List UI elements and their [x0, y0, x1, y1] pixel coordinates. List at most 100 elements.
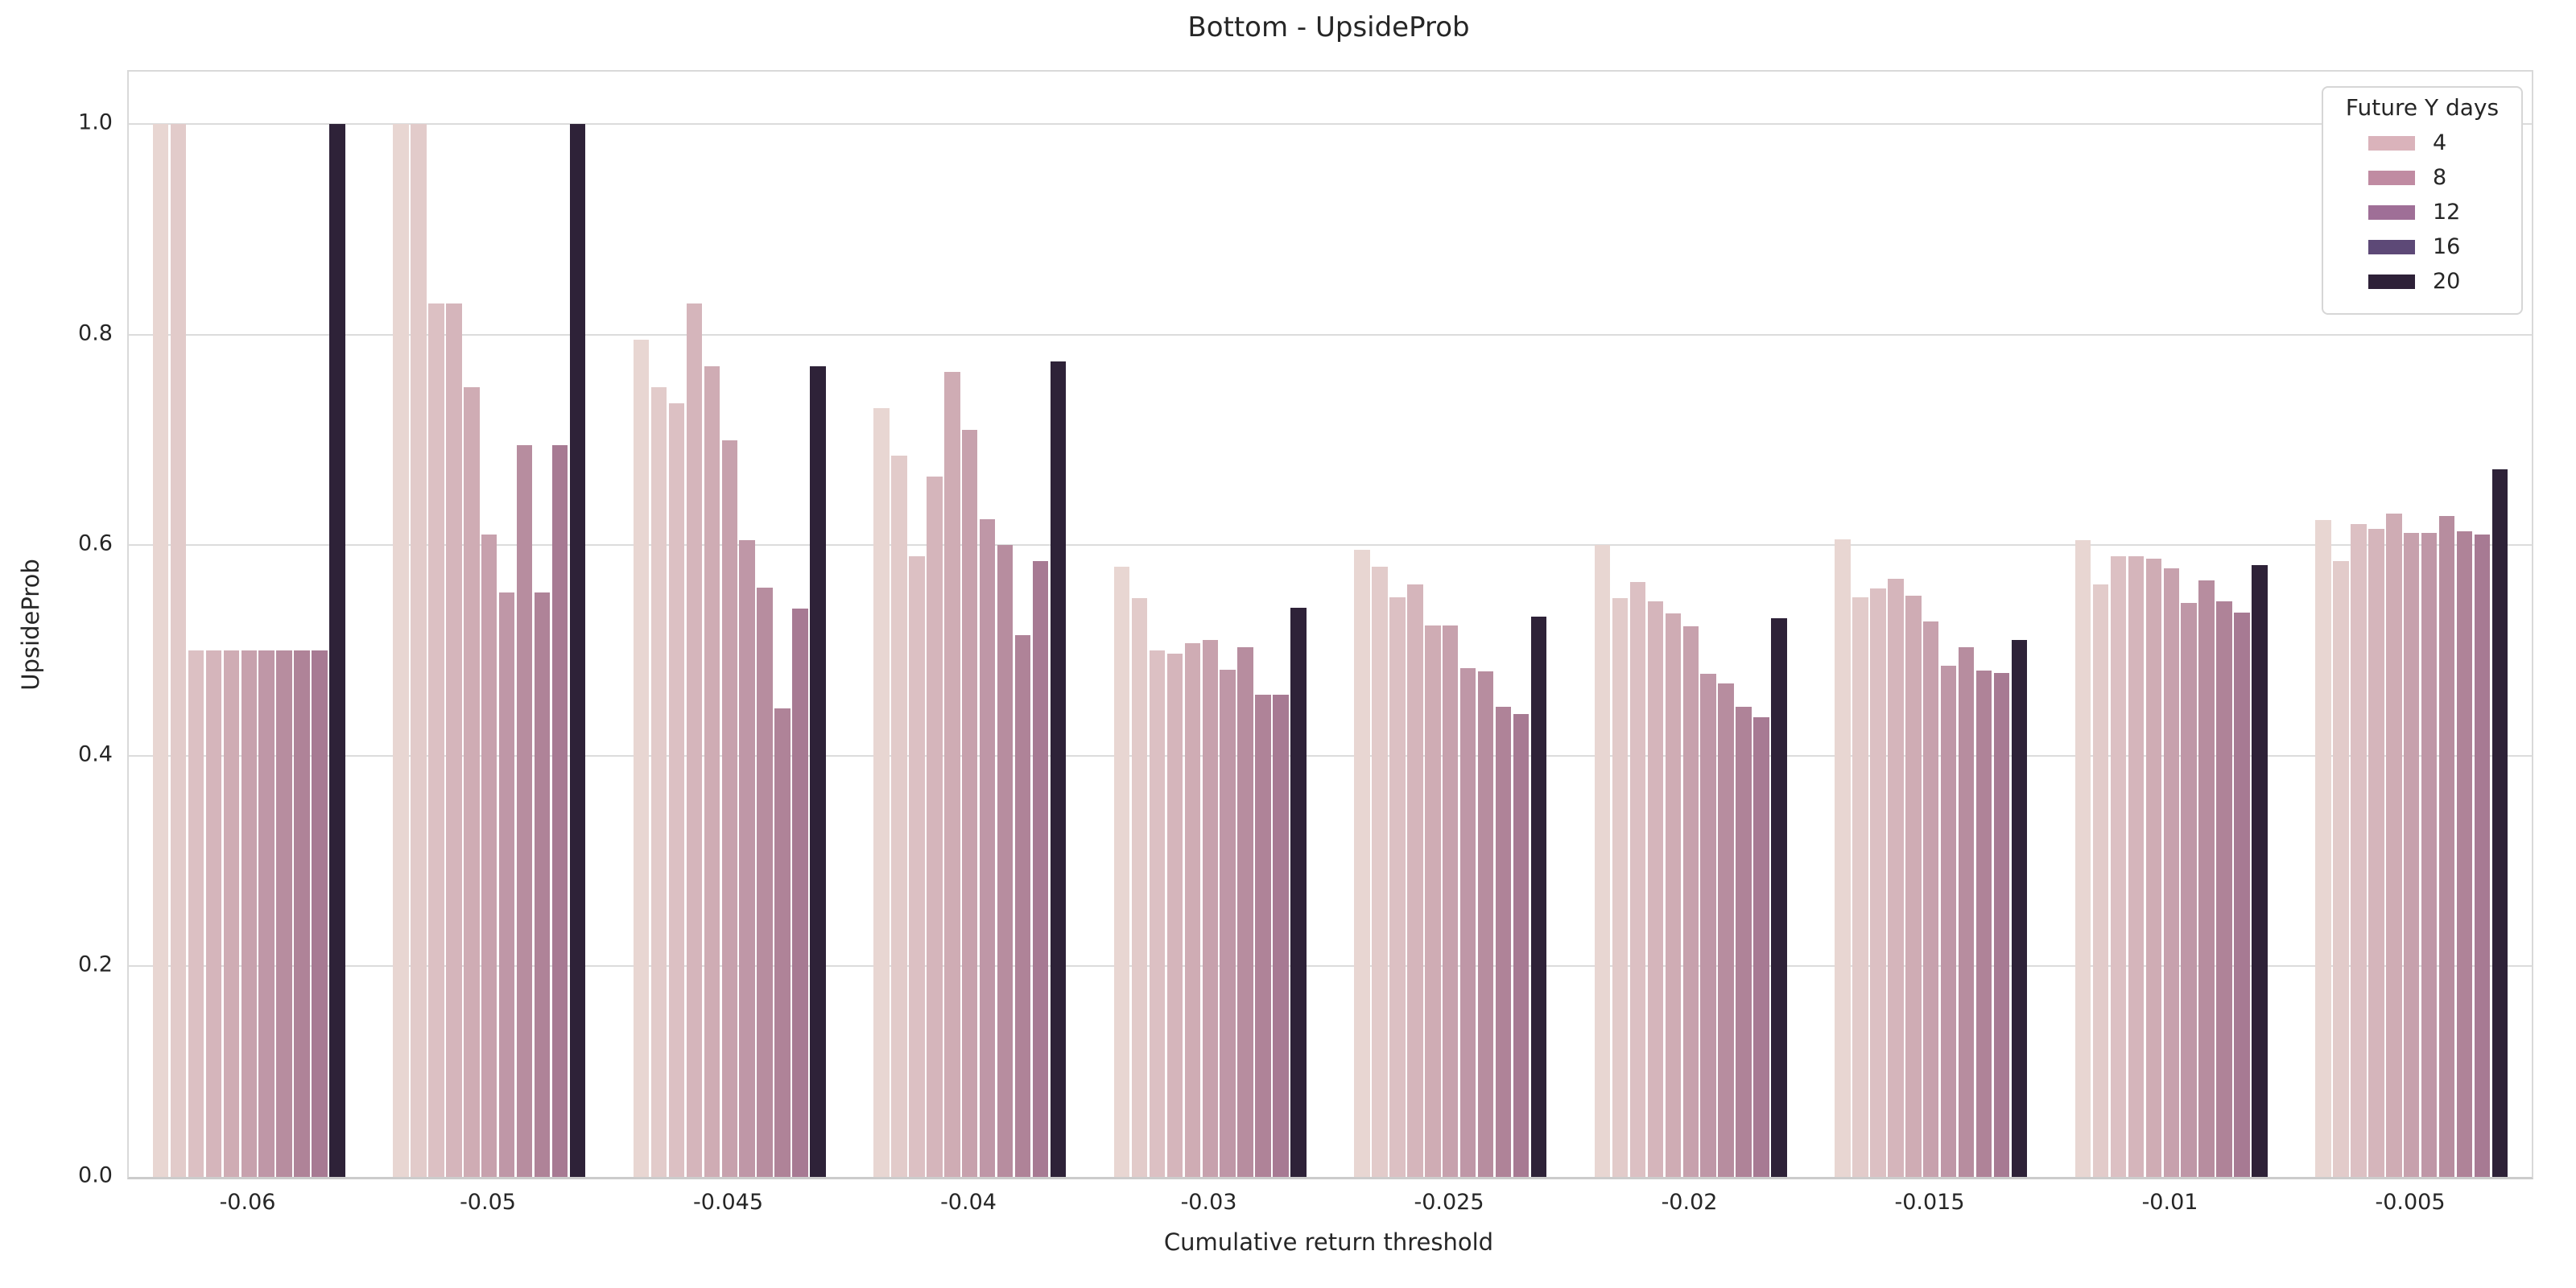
bar	[446, 303, 462, 1177]
bar	[2491, 469, 2508, 1177]
bar	[294, 650, 310, 1177]
legend-entry: 12	[2323, 200, 2521, 225]
bar	[739, 539, 755, 1177]
bar	[686, 303, 703, 1177]
bar	[1184, 643, 1201, 1177]
legend-label: 8	[2433, 165, 2447, 190]
bar	[962, 429, 978, 1177]
bar	[1407, 584, 1423, 1177]
bar	[1870, 588, 1886, 1177]
bar	[927, 477, 943, 1177]
bar	[1255, 695, 1271, 1177]
bar	[1852, 597, 1868, 1177]
legend-entry: 8	[2323, 165, 2521, 190]
chart-title: Bottom - UpsideProb	[1187, 11, 1470, 43]
bar	[1905, 596, 1922, 1177]
bar	[1629, 582, 1646, 1177]
bar	[551, 445, 568, 1177]
y-tick-label: 0.6	[78, 530, 113, 556]
bar	[1835, 539, 1851, 1177]
bar	[873, 408, 890, 1177]
legend-entry: 4	[2323, 130, 2521, 155]
bar	[1149, 650, 1166, 1177]
gridline	[129, 333, 2532, 336]
bar	[2181, 603, 2197, 1177]
bar-group	[2315, 72, 2508, 1177]
bar	[810, 366, 826, 1177]
bar	[1958, 647, 1975, 1177]
x-axis-label: Cumulative return threshold	[1163, 1228, 1494, 1256]
bar	[205, 650, 222, 1177]
gridline	[129, 965, 2532, 968]
bar-group	[393, 72, 586, 1177]
bar	[979, 518, 996, 1177]
bar	[757, 587, 773, 1177]
bar-group	[873, 72, 1067, 1177]
bar	[668, 402, 685, 1177]
x-tick-label: -0.05	[460, 1190, 516, 1215]
gridline	[129, 754, 2532, 757]
legend-swatch	[2368, 204, 2415, 220]
bar	[2074, 539, 2091, 1177]
bar	[516, 445, 533, 1177]
bar	[997, 545, 1013, 1177]
bar	[2128, 555, 2145, 1177]
bar	[1736, 706, 1752, 1177]
bar	[1594, 545, 1611, 1177]
bar	[1993, 672, 2010, 1177]
bar	[633, 340, 650, 1177]
bar	[792, 608, 808, 1177]
bar	[2216, 601, 2232, 1177]
legend-label: 4	[2433, 130, 2447, 155]
bar	[1237, 647, 1253, 1177]
legend-swatch	[2368, 135, 2415, 151]
bar	[2438, 515, 2455, 1177]
bar	[1647, 601, 1664, 1177]
legend-label: 12	[2433, 200, 2461, 225]
bar	[312, 650, 328, 1177]
bar	[1425, 625, 1441, 1177]
bar	[1612, 597, 1629, 1177]
bar	[411, 124, 427, 1177]
bar-group	[633, 72, 826, 1177]
bar	[1530, 617, 1547, 1177]
bar	[1700, 673, 1716, 1177]
y-tick-label: 0.4	[78, 741, 113, 767]
y-tick-label: 1.0	[78, 109, 113, 135]
bar	[2092, 584, 2109, 1177]
bar	[393, 124, 409, 1177]
bar	[1354, 549, 1370, 1177]
legend-title: Future Y days	[2345, 94, 2500, 121]
bar	[569, 124, 586, 1177]
y-tick-label: 0.2	[78, 952, 113, 977]
bar	[534, 592, 551, 1177]
bar	[1113, 566, 1130, 1177]
bar	[704, 366, 720, 1177]
bar	[1923, 621, 1939, 1177]
gridline	[129, 123, 2532, 126]
bar	[2145, 559, 2162, 1177]
bar	[329, 124, 345, 1177]
bar	[1443, 625, 1459, 1177]
bar	[2252, 565, 2268, 1177]
bar	[2234, 613, 2250, 1177]
bar	[1665, 613, 1682, 1177]
bar	[258, 650, 275, 1177]
bar	[2333, 561, 2349, 1177]
x-tick-label: -0.01	[2141, 1190, 2198, 1215]
x-tick-label: -0.04	[940, 1190, 997, 1215]
bar	[650, 387, 667, 1177]
x-tick-label: -0.02	[1661, 1190, 1718, 1215]
legend-swatch	[2368, 239, 2415, 254]
bar	[188, 650, 204, 1177]
bar	[1940, 665, 1957, 1177]
bar-group	[1354, 72, 1547, 1177]
legend-label: 20	[2433, 269, 2461, 294]
bar	[2198, 580, 2215, 1177]
bar	[774, 708, 791, 1177]
bar	[152, 124, 169, 1177]
bar-group	[2074, 72, 2268, 1177]
x-tick-label: -0.06	[219, 1190, 276, 1215]
bar	[1372, 566, 1388, 1177]
